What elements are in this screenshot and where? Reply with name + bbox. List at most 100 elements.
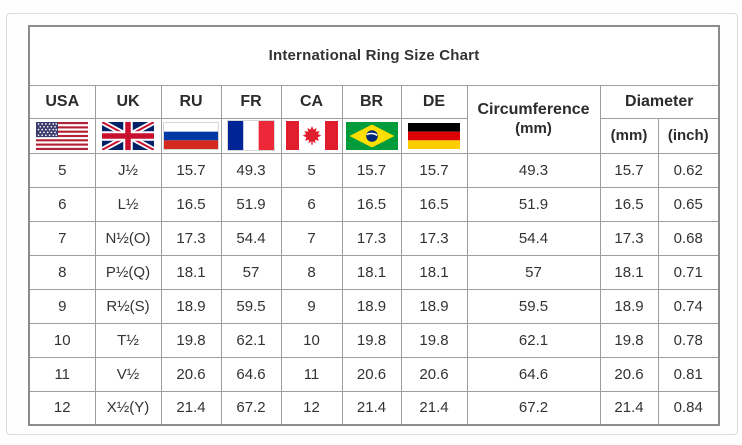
column-header-br: BR: [341, 84, 402, 119]
cell-diameter-inch: 0.71: [657, 254, 720, 290]
cell-diameter-mm: 15.7: [599, 152, 659, 188]
cell-diameter-inch: 0.74: [657, 288, 720, 324]
column-header-ca: CA: [280, 84, 343, 119]
cell-ru: 18.9: [160, 288, 222, 324]
cell-uk: T½: [94, 322, 162, 358]
cell-usa: 10: [28, 322, 96, 358]
table-row: 11 V½ 20.6 64.6 11 20.6 20.6 64.6 20.6 0.81: [28, 356, 720, 392]
page-title: International Ring Size Chart: [28, 25, 720, 86]
cell-circumference-mm: 51.9: [466, 186, 601, 222]
cell-br: 18.9: [341, 288, 402, 324]
cell-diameter-mm: 18.1: [599, 254, 659, 290]
cell-diameter-inch: 0.65: [657, 186, 720, 222]
column-header-de: DE: [400, 84, 468, 119]
cell-fr: 54.4: [220, 220, 282, 256]
cell-usa: 5: [28, 152, 96, 188]
table-row: 12 X½(Y) 21.4 67.2 12 21.4 21.4 67.2 21.4 0.84: [28, 390, 720, 426]
cell-diameter-inch: 0.81: [657, 356, 720, 392]
table-row: 5 J½ 15.7 49.3 5 15.7 15.7 49.3 15.7 0.62: [28, 152, 720, 188]
cell-uk: P½(Q): [94, 254, 162, 290]
column-header-fr: FR: [220, 84, 282, 119]
cell-diameter-inch: 0.62: [657, 152, 720, 188]
table-body: 5 J½ 15.7 49.3 5 15.7 15.7 49.3 15.7 0.62 6 L½ 16.5 5…: [28, 152, 720, 426]
cell-usa: 11: [28, 356, 96, 392]
cell-diameter-inch: 0.84: [657, 390, 720, 426]
table-row: 8 P½(Q) 18.1 57 8 18.1 18.1 57 18.1 0.71: [28, 254, 720, 290]
cell-circumference-mm: 57: [466, 254, 601, 290]
chart-card: International Ring Size Chart USA UK RU …: [28, 25, 721, 426]
cell-diameter-mm: 19.8: [599, 322, 659, 358]
circumference-unit: (mm): [515, 119, 552, 137]
circumference-label: Circumference: [477, 100, 590, 118]
cell-circumference-mm: 64.6: [466, 356, 601, 392]
table-row: 6 L½ 16.5 51.9 6 16.5 16.5 51.9 16.5 0.65: [28, 186, 720, 222]
cell-diameter-inch: 0.68: [657, 220, 720, 256]
us-flag: [36, 121, 89, 150]
cell-usa: 12: [28, 390, 96, 426]
cell-ru: 20.6: [160, 356, 222, 392]
table-row: 9 R½(S) 18.9 59.5 9 18.9 18.9 59.5 18.9 0.74: [28, 288, 720, 324]
cell-circumference-mm: 49.3: [466, 152, 601, 188]
diameter-unit-inch: (inch): [657, 117, 720, 154]
cell-br: 21.4: [341, 390, 402, 426]
cell-diameter-mm: 21.4: [599, 390, 659, 426]
column-header-uk: UK: [94, 84, 162, 119]
diameter-unit-mm: (mm): [599, 117, 659, 154]
column-header-usa: USA: [28, 84, 96, 119]
cell-diameter-mm: 16.5: [599, 186, 659, 222]
cell-usa: 9: [28, 288, 96, 324]
cell-ru: 19.8: [160, 322, 222, 358]
cell-uk: V½: [94, 356, 162, 392]
cell-fr: 57: [220, 254, 282, 290]
ring-size-table: International Ring Size Chart USA UK RU …: [28, 25, 721, 426]
column-header-ru: RU: [160, 84, 222, 119]
cell-ca: 12: [280, 390, 343, 426]
cell-circumference-mm: 59.5: [466, 288, 601, 324]
flag-cell-de: [400, 117, 468, 154]
cell-fr: 59.5: [220, 288, 282, 324]
cell-de: 18.1: [400, 254, 468, 290]
de-flag: [408, 122, 460, 149]
cell-ca: 6: [280, 186, 343, 222]
cell-ru: 16.5: [160, 186, 222, 222]
fr-flag: [227, 120, 275, 151]
cell-de: 18.9: [400, 288, 468, 324]
flag-cell-usa: [28, 117, 96, 154]
cell-usa: 7: [28, 220, 96, 256]
cell-uk: R½(S): [94, 288, 162, 324]
cell-circumference-mm: 54.4: [466, 220, 601, 256]
cell-circumference-mm: 62.1: [466, 322, 601, 358]
table-row: 10 T½ 19.8 62.1 10 19.8 19.8 62.1 19.8 0.78: [28, 322, 720, 358]
cell-circumference-mm: 67.2: [466, 390, 601, 426]
cell-fr: 67.2: [220, 390, 282, 426]
cell-fr: 64.6: [220, 356, 282, 392]
image-frame: [6, 13, 738, 435]
ca-flag: [285, 121, 338, 150]
cell-fr: 62.1: [220, 322, 282, 358]
column-header-circumference: Circumference (mm): [466, 84, 601, 154]
cell-usa: 6: [28, 186, 96, 222]
cell-ru: 18.1: [160, 254, 222, 290]
cell-br: 16.5: [341, 186, 402, 222]
cell-de: 21.4: [400, 390, 468, 426]
cell-ca: 8: [280, 254, 343, 290]
cell-br: 20.6: [341, 356, 402, 392]
cell-br: 18.1: [341, 254, 402, 290]
flag-cell-uk: [94, 117, 162, 154]
cell-fr: 49.3: [220, 152, 282, 188]
cell-diameter-mm: 17.3: [599, 220, 659, 256]
br-flag: [345, 121, 398, 150]
flag-cell-ru: [160, 117, 222, 154]
cell-ru: 15.7: [160, 152, 222, 188]
cell-ca: 9: [280, 288, 343, 324]
cell-uk: X½(Y): [94, 390, 162, 426]
cell-usa: 8: [28, 254, 96, 290]
cell-diameter-inch: 0.78: [657, 322, 720, 358]
cell-ru: 21.4: [160, 390, 222, 426]
uk-flag: [102, 121, 154, 150]
cell-ca: 10: [280, 322, 343, 358]
cell-br: 17.3: [341, 220, 402, 256]
ru-flag: [163, 121, 219, 150]
flag-cell-fr: [220, 117, 282, 154]
